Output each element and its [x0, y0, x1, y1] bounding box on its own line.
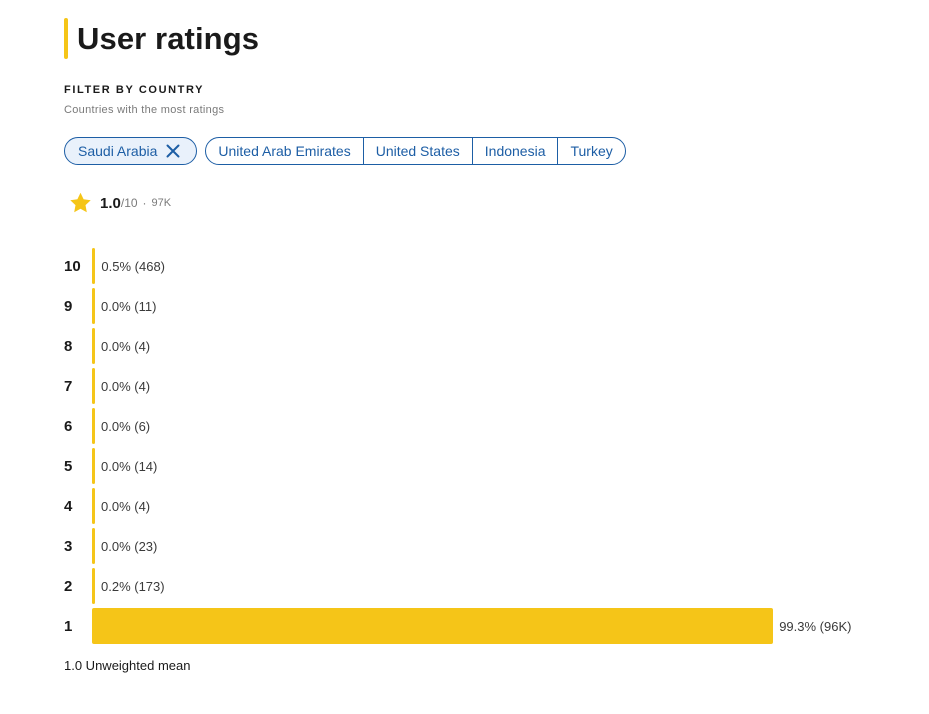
rating-category-label: 7 [64, 377, 73, 395]
rating-bar [92, 408, 95, 444]
rating-bar [92, 368, 95, 404]
rating-category-label: 8 [64, 337, 73, 355]
rating-row: 2 0.2% (173) [64, 566, 924, 606]
rating-value-label: 0.5% (468) [101, 258, 166, 274]
rating-count: 97K [151, 197, 172, 209]
rating-value-label: 0.0% (4) [101, 498, 151, 514]
rating-category-label: 3 [64, 537, 73, 555]
rating-value-label: 0.0% (4) [101, 378, 151, 394]
score-separator: · [142, 196, 147, 210]
rating-bar [92, 608, 774, 644]
rating-summary: 1.0 /10 · 97K [68, 191, 171, 215]
rating-row: 5 0.0% (14) [64, 446, 924, 486]
star-icon [70, 192, 91, 213]
rating-value-label: 0.0% (11) [101, 298, 157, 314]
unweighted-mean-note: 1.0 Unweighted mean [64, 658, 191, 673]
rating-bar [92, 568, 95, 604]
filter-heading: FILTER BY COUNTRY [64, 84, 205, 96]
title-accent-bar [64, 18, 68, 59]
country-chip-selected[interactable]: Saudi Arabia [64, 137, 198, 165]
rating-row: 6 0.0% (6) [64, 406, 924, 446]
rating-bar [92, 528, 95, 564]
rating-bar [92, 448, 95, 484]
rating-category-label: 4 [64, 497, 73, 515]
rating-category-label: 10 [64, 257, 81, 275]
rating-category-label: 1 [64, 617, 73, 635]
rating-row: 1 99.3% (96K) [64, 606, 924, 646]
rating-value-label: 99.3% (96K) [779, 618, 852, 634]
rating-bar [92, 288, 95, 324]
rating-bar [92, 328, 95, 364]
rating-value-label: 0.0% (23) [101, 538, 158, 554]
rating-category-label: 6 [64, 417, 73, 435]
country-chip-turkey[interactable]: Turkey [557, 138, 624, 164]
rating-category-label: 5 [64, 457, 73, 475]
rating-row: 10 0.5% (468) [64, 246, 924, 286]
average-score: 1.0 [100, 194, 121, 212]
rating-row: 9 0.0% (11) [64, 286, 924, 326]
country-chip-indonesia[interactable]: Indonesia [471, 138, 558, 164]
rating-value-label: 0.0% (4) [101, 338, 151, 354]
page-title: User ratings [77, 20, 260, 56]
rating-row: 3 0.0% (23) [64, 526, 924, 566]
rating-value-label: 0.0% (14) [101, 458, 158, 474]
country-chip-us[interactable]: United States [362, 138, 472, 164]
rating-value-label: 0.2% (173) [101, 578, 165, 594]
rating-row: 8 0.0% (4) [64, 326, 924, 366]
rating-distribution-chart: 10 0.5% (468) 9 0.0% (11) 8 0.0% (4) 7 0.0% (4)… [64, 246, 924, 646]
country-filter-chips: Saudi Arabia United Arab Emirates United… [64, 136, 626, 166]
country-chip-uae[interactable]: United Arab Emirates [218, 143, 351, 159]
rating-category-label: 2 [64, 577, 73, 595]
page-header: User ratings [64, 18, 259, 59]
rating-bar [92, 248, 96, 284]
filter-subtitle: Countries with the most ratings [64, 104, 225, 116]
country-chip-group: United Arab Emirates United States Indon… [205, 137, 626, 165]
rating-row: 4 0.0% (4) [64, 486, 924, 526]
country-chip-selected-label: Saudi Arabia [78, 143, 158, 159]
rating-category-label: 9 [64, 297, 73, 315]
rating-row: 7 0.0% (4) [64, 366, 924, 406]
rating-bar [92, 488, 95, 524]
rating-value-label: 0.0% (6) [101, 418, 151, 434]
close-icon[interactable] [166, 144, 180, 158]
score-out-of: /10 [120, 196, 138, 210]
